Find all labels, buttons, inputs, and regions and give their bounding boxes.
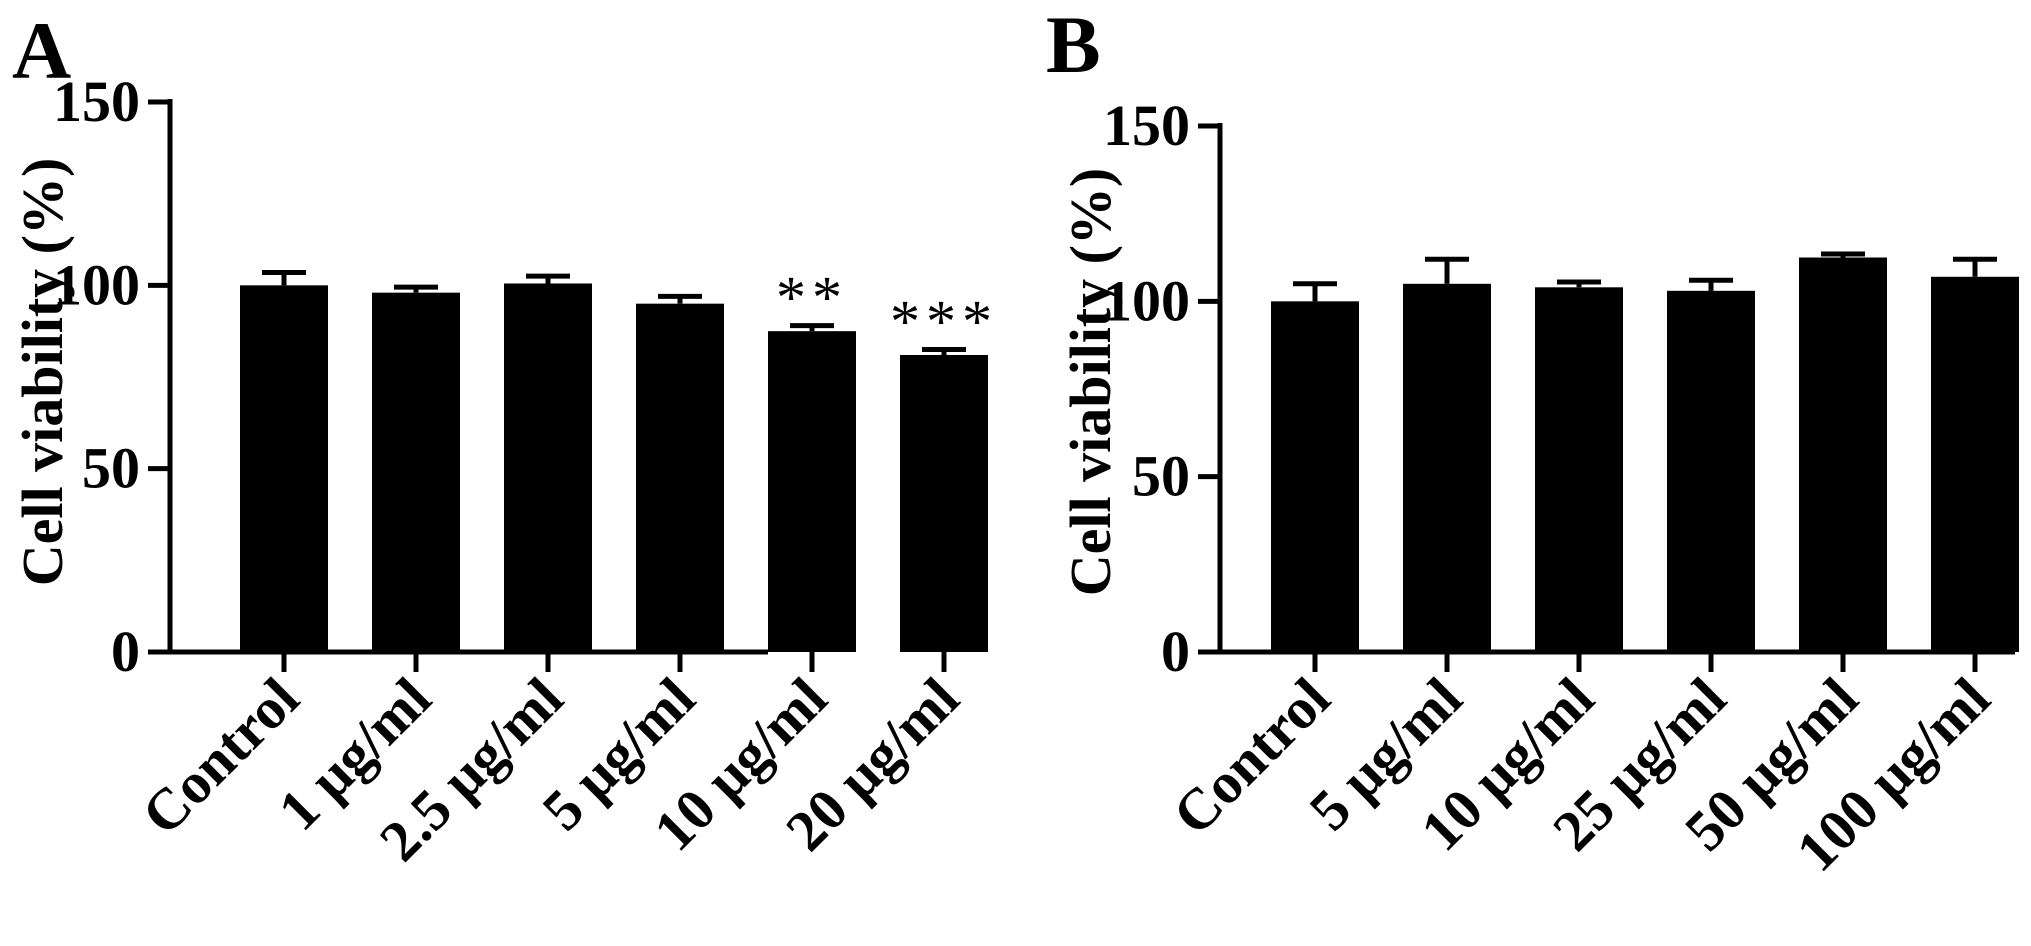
error-bar — [1821, 251, 1865, 258]
y-tick-label: 150 — [53, 69, 140, 134]
bar — [768, 331, 856, 652]
error-bar — [790, 323, 834, 332]
bar — [1403, 283, 1491, 652]
x-tick-label: Control — [129, 665, 311, 847]
error-bar — [394, 284, 438, 293]
y-tick-label: 100 — [53, 252, 140, 317]
bar — [1667, 290, 1755, 652]
error-bar — [262, 270, 306, 286]
error-bar — [922, 347, 966, 355]
y-tick-label: 50 — [82, 436, 140, 501]
error-bar — [1689, 277, 1733, 291]
y-tick-label: 100 — [1103, 268, 1190, 333]
panel-letter: A — [12, 5, 71, 96]
x-tick-label: Control — [1160, 665, 1342, 847]
y-axis-label: Cell viability (%) — [10, 158, 75, 587]
bar — [240, 285, 328, 652]
bar — [636, 303, 724, 652]
error-bar — [1293, 281, 1337, 302]
significance-label: *** — [890, 289, 998, 355]
bar — [1931, 276, 2019, 652]
bar — [372, 292, 460, 652]
error-bar — [1425, 256, 1469, 284]
significance-label: ** — [776, 265, 848, 331]
y-tick-label: 150 — [1103, 93, 1190, 158]
error-bar — [1557, 279, 1601, 288]
y-tick-label: 50 — [1132, 444, 1190, 509]
error-bar — [658, 293, 702, 304]
error-bar — [526, 273, 570, 284]
bar — [900, 355, 988, 652]
error-bar — [1953, 256, 1997, 277]
bar — [1535, 287, 1623, 652]
panel-letter: B — [1046, 0, 1101, 90]
bar — [1799, 257, 1887, 652]
y-axis-label: Cell viability (%) — [1058, 168, 1123, 597]
bar — [1271, 301, 1359, 652]
y-tick-label: 0 — [1161, 619, 1190, 684]
bar — [504, 283, 592, 652]
y-tick-label: 0 — [111, 619, 140, 684]
